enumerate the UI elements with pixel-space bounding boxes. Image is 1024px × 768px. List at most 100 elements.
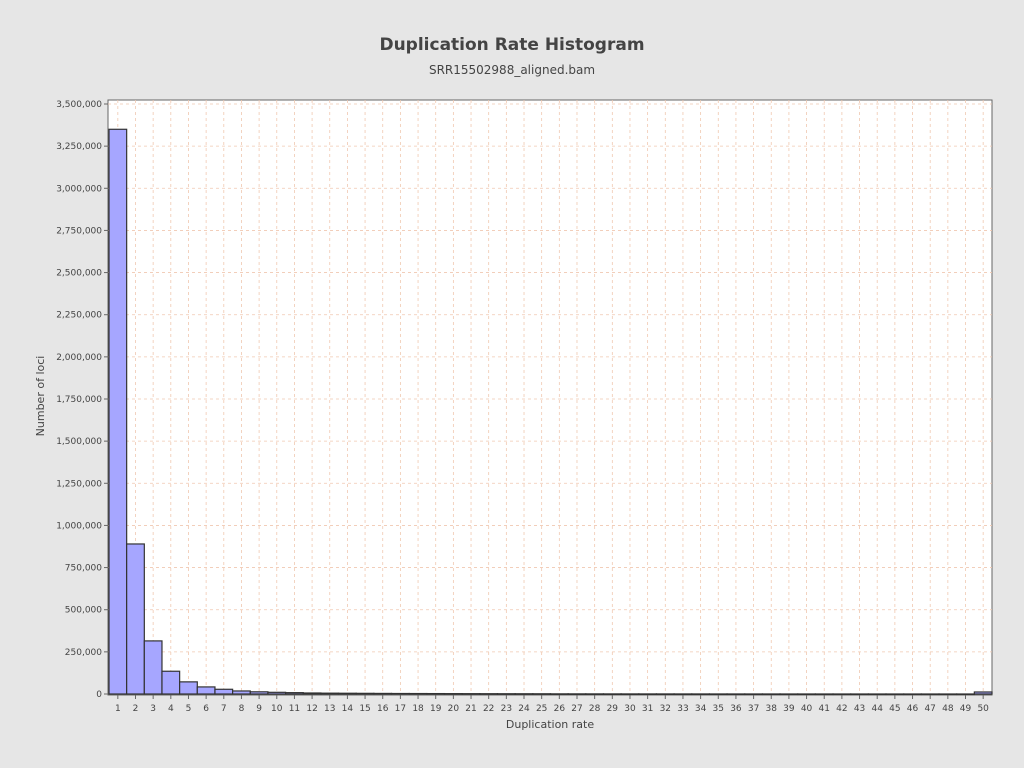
bar-1 (108, 128, 128, 695)
bar-50 (973, 691, 993, 695)
y-tick-label: 1,750,000 (56, 395, 102, 405)
y-tick-label: 250,000 (65, 648, 102, 658)
x-tick-label: 36 (730, 704, 742, 714)
bar-9 (249, 691, 269, 695)
x-tick-label: 15 (359, 704, 370, 714)
x-tick-label: 14 (342, 704, 354, 714)
bar-25 (532, 693, 552, 695)
bar-48 (938, 693, 958, 696)
bar-38 (761, 693, 781, 696)
bar-10 (267, 691, 287, 695)
bar-35 (708, 693, 728, 696)
bar-33 (673, 693, 693, 696)
bar-7 (214, 688, 234, 695)
bar-26 (549, 693, 569, 695)
x-tick-label: 29 (607, 704, 619, 714)
bar-37 (744, 693, 764, 696)
x-tick-label: 11 (289, 704, 300, 714)
y-tick-label: 1,000,000 (56, 521, 102, 531)
x-tick-label: 43 (854, 704, 865, 714)
x-tick-label: 12 (306, 704, 317, 714)
x-axis-label: Duplication rate (506, 718, 594, 731)
bar-40 (797, 693, 816, 696)
x-tick-label: 21 (465, 704, 476, 714)
bar-34 (691, 693, 711, 696)
bar-31 (638, 693, 658, 695)
bar-5 (179, 681, 198, 695)
bar-11 (285, 692, 304, 695)
x-tick-label: 23 (501, 704, 512, 714)
x-tick-label: 10 (271, 704, 283, 714)
y-tick-label: 500,000 (65, 606, 102, 616)
bar-24 (514, 693, 534, 695)
x-tick-label: 13 (324, 704, 335, 714)
x-axis-ticks: 1 2 3 4 5 6 7 8 9 10 11 12 13 14 15 16 17 18 19 20 21 22 23 24 2… (115, 695, 989, 714)
x-tick-label: 1 (115, 704, 121, 714)
y-tick-label: 2,500,000 (56, 269, 102, 279)
bar-19 (426, 692, 446, 695)
x-tick-label: 28 (589, 704, 601, 714)
bar-6 (196, 686, 216, 695)
x-tick-label: 50 (977, 704, 989, 714)
y-tick-label: 1,500,000 (56, 437, 102, 447)
x-tick-label: 20 (448, 704, 460, 714)
bar-13 (320, 692, 340, 695)
bar-30 (620, 693, 640, 695)
x-tick-label: 7 (221, 704, 227, 714)
y-tick-label: 3,500,000 (56, 100, 102, 110)
bar-32 (655, 693, 675, 696)
x-tick-label: 39 (783, 704, 795, 714)
bar-18 (408, 692, 428, 695)
x-tick-label: 9 (256, 704, 262, 714)
bar-28 (585, 693, 605, 695)
bar-49 (956, 693, 975, 696)
x-tick-label: 18 (412, 704, 424, 714)
y-tick-label: 2,250,000 (56, 311, 102, 321)
bar-15 (355, 692, 375, 695)
bar-4 (161, 670, 181, 695)
x-tick-label: 32 (660, 704, 671, 714)
y-tick-label: 0 (96, 690, 102, 700)
x-tick-label: 46 (907, 704, 919, 714)
x-tick-label: 34 (695, 704, 707, 714)
x-tick-label: 17 (395, 704, 406, 714)
x-tick-label: 41 (819, 704, 830, 714)
x-tick-label: 35 (713, 704, 724, 714)
chart-title: Duplication Rate Histogram (379, 35, 644, 55)
bar-27 (567, 693, 587, 695)
x-tick-label: 6 (203, 704, 209, 714)
x-tick-label: 48 (942, 704, 954, 714)
x-tick-label: 47 (924, 704, 935, 714)
y-tick-label: 2,000,000 (56, 353, 102, 363)
bar-21 (461, 693, 481, 695)
bar-36 (726, 693, 746, 696)
bar-46 (903, 693, 922, 696)
x-tick-label: 45 (889, 704, 900, 714)
x-tick-label: 44 (871, 704, 883, 714)
x-tick-label: 22 (483, 704, 494, 714)
x-tick-label: 26 (554, 704, 566, 714)
y-tick-label: 750,000 (65, 564, 102, 574)
x-tick-label: 5 (186, 704, 192, 714)
bar-8 (232, 690, 251, 695)
bar-17 (390, 692, 410, 695)
x-tick-label: 25 (536, 704, 547, 714)
bar-12 (302, 692, 322, 695)
y-axis-label: Number of loci (34, 356, 47, 437)
y-tick-label: 2,750,000 (56, 226, 102, 236)
bar-41 (814, 693, 834, 696)
y-tick-label: 3,000,000 (56, 184, 102, 194)
x-tick-label: 8 (239, 704, 245, 714)
bar-23 (496, 693, 516, 695)
x-tick-label: 38 (766, 704, 778, 714)
bar-43 (850, 693, 869, 696)
x-tick-label: 27 (571, 704, 582, 714)
bar-16 (373, 692, 393, 695)
bar-45 (885, 693, 905, 696)
y-tick-label: 3,250,000 (56, 142, 102, 152)
bar-29 (602, 693, 622, 695)
x-tick-label: 16 (377, 704, 389, 714)
bar-3 (143, 640, 163, 695)
x-tick-label: 40 (801, 704, 813, 714)
